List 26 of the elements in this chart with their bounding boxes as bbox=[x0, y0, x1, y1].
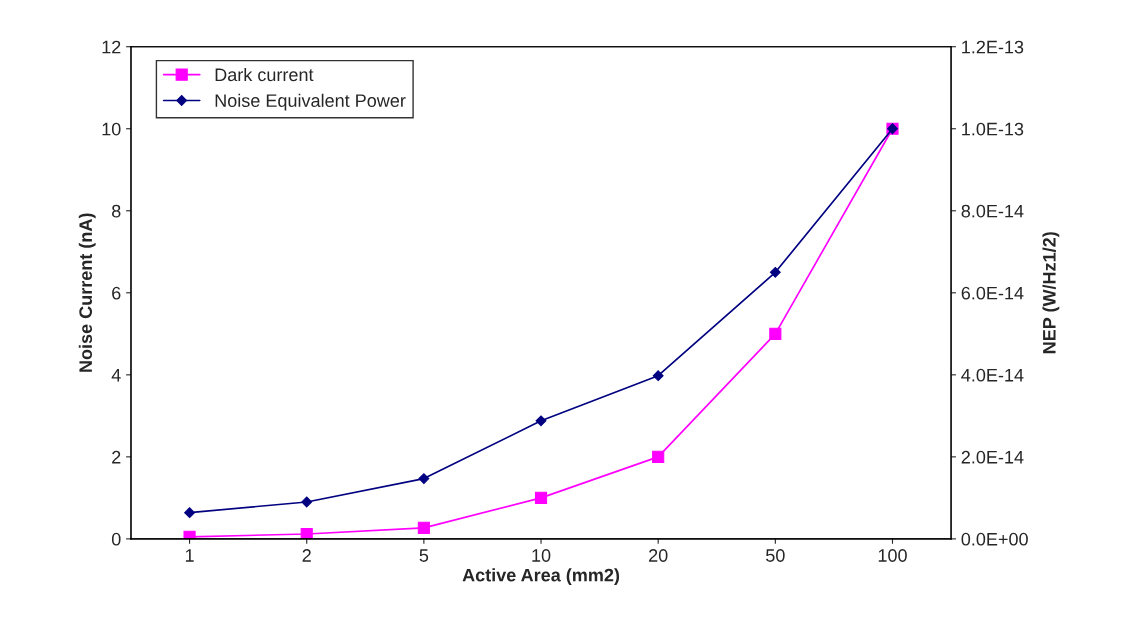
y2-tick-label: 0.0E+00 bbox=[961, 532, 1028, 546]
y2-tick-label: 1.0E-13 bbox=[962, 122, 1024, 136]
x-axis-title: Active Area (mm2) bbox=[462, 568, 620, 586]
x-tick-label: 50 bbox=[766, 549, 785, 562]
y-tick-label: 8 bbox=[112, 204, 121, 218]
y-tick-label: 4 bbox=[111, 368, 121, 382]
y-tick-label: 6 bbox=[112, 286, 121, 300]
y-tick-label: 12 bbox=[102, 40, 121, 54]
y-tick-label: 2 bbox=[112, 450, 121, 464]
y2-tick-label: 8.0E-14 bbox=[961, 204, 1024, 218]
y-tick-label: 0 bbox=[111, 532, 121, 546]
x-tick-label: 10 bbox=[532, 549, 551, 562]
x-tick-label: 1 bbox=[185, 549, 194, 562]
y2-tick-label: 2.0E-14 bbox=[961, 450, 1024, 464]
y2-axis-title: NEP (W/Hz1/2) bbox=[1042, 232, 1060, 354]
y2-tick-label: 4.0E-14 bbox=[961, 368, 1024, 382]
y2-tick-label: 6.0E-14 bbox=[961, 286, 1024, 300]
x-tick-label: 20 bbox=[649, 549, 668, 562]
y-axis-title: Noise Current (nA) bbox=[78, 213, 96, 372]
y2-tick-label: 1.2E-13 bbox=[962, 40, 1024, 54]
x-tick-label: 2 bbox=[302, 549, 311, 562]
x-tick-label: 5 bbox=[419, 549, 429, 562]
y-tick-label: 10 bbox=[102, 122, 121, 136]
legend-label: Dark current bbox=[215, 67, 314, 82]
x-tick-label: 100 bbox=[878, 549, 907, 562]
legend-label: Noise Equivalent Power bbox=[215, 93, 406, 111]
